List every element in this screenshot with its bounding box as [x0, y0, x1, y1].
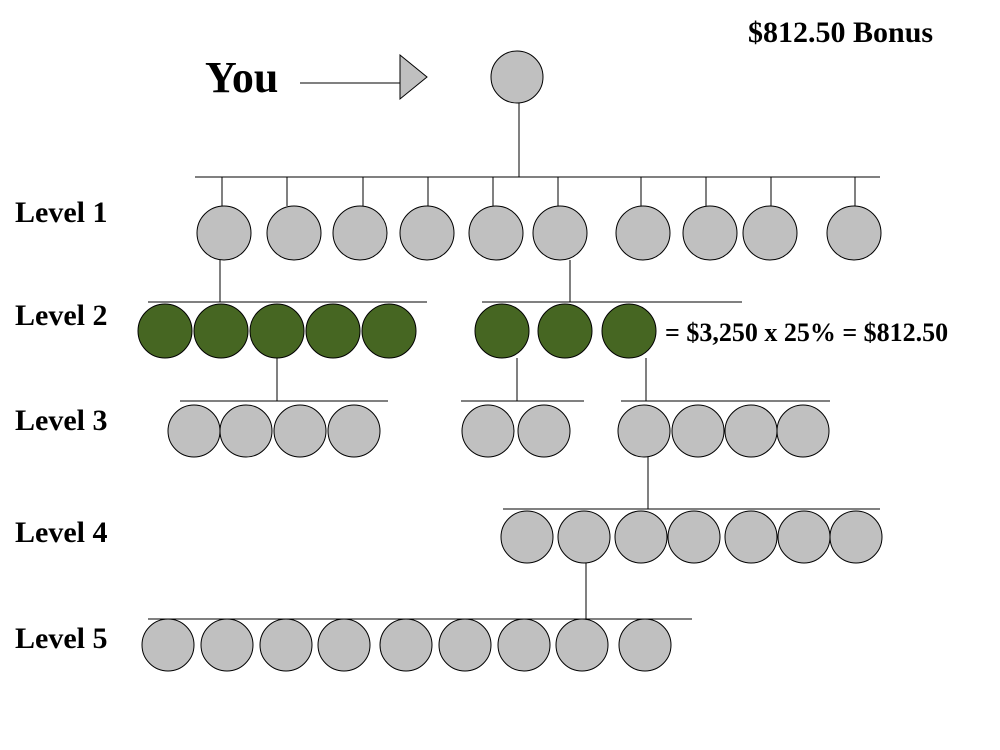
level-label: Level 2 [15, 299, 107, 332]
member-node [557, 510, 611, 564]
arrow-head [399, 53, 428, 101]
member-node [532, 205, 588, 261]
member-node [332, 205, 388, 261]
formula: = $3,250 x 25% = $812.50 [665, 318, 948, 347]
level-label: Level 1 [15, 196, 107, 229]
member-node [682, 205, 738, 261]
member-node [555, 618, 609, 672]
level-label: Level 4 [15, 516, 107, 549]
you-label: You [205, 53, 278, 102]
member-node [500, 510, 554, 564]
member-node [141, 618, 195, 672]
member-node [724, 510, 778, 564]
member-node [305, 303, 361, 359]
member-node [826, 205, 882, 261]
level-label: Level 5 [15, 622, 107, 655]
member-node [671, 404, 725, 458]
member-node [724, 404, 778, 458]
member-node [614, 510, 668, 564]
member-node [776, 404, 830, 458]
member-node [490, 50, 544, 104]
member-node [615, 205, 671, 261]
member-node [219, 404, 273, 458]
member-node [461, 404, 515, 458]
member-node [200, 618, 254, 672]
member-node [617, 404, 671, 458]
member-node [249, 303, 305, 359]
member-node [193, 303, 249, 359]
member-node [829, 510, 883, 564]
level-label: Level 3 [15, 404, 107, 437]
member-node [777, 510, 831, 564]
member-node [618, 618, 672, 672]
member-node [537, 303, 593, 359]
member-node [468, 205, 524, 261]
member-node [399, 205, 455, 261]
member-node [667, 510, 721, 564]
member-node [317, 618, 371, 672]
member-node [438, 618, 492, 672]
member-node [497, 618, 551, 672]
member-node [601, 303, 657, 359]
bonus-title: $812.50 Bonus [748, 16, 933, 49]
member-node [361, 303, 417, 359]
member-node [196, 205, 252, 261]
member-node [266, 205, 322, 261]
member-node [327, 404, 381, 458]
member-node [137, 303, 193, 359]
member-node [273, 404, 327, 458]
member-node [742, 205, 798, 261]
member-node [517, 404, 571, 458]
member-node [379, 618, 433, 672]
member-node [167, 404, 221, 458]
member-node [474, 303, 530, 359]
member-node [259, 618, 313, 672]
